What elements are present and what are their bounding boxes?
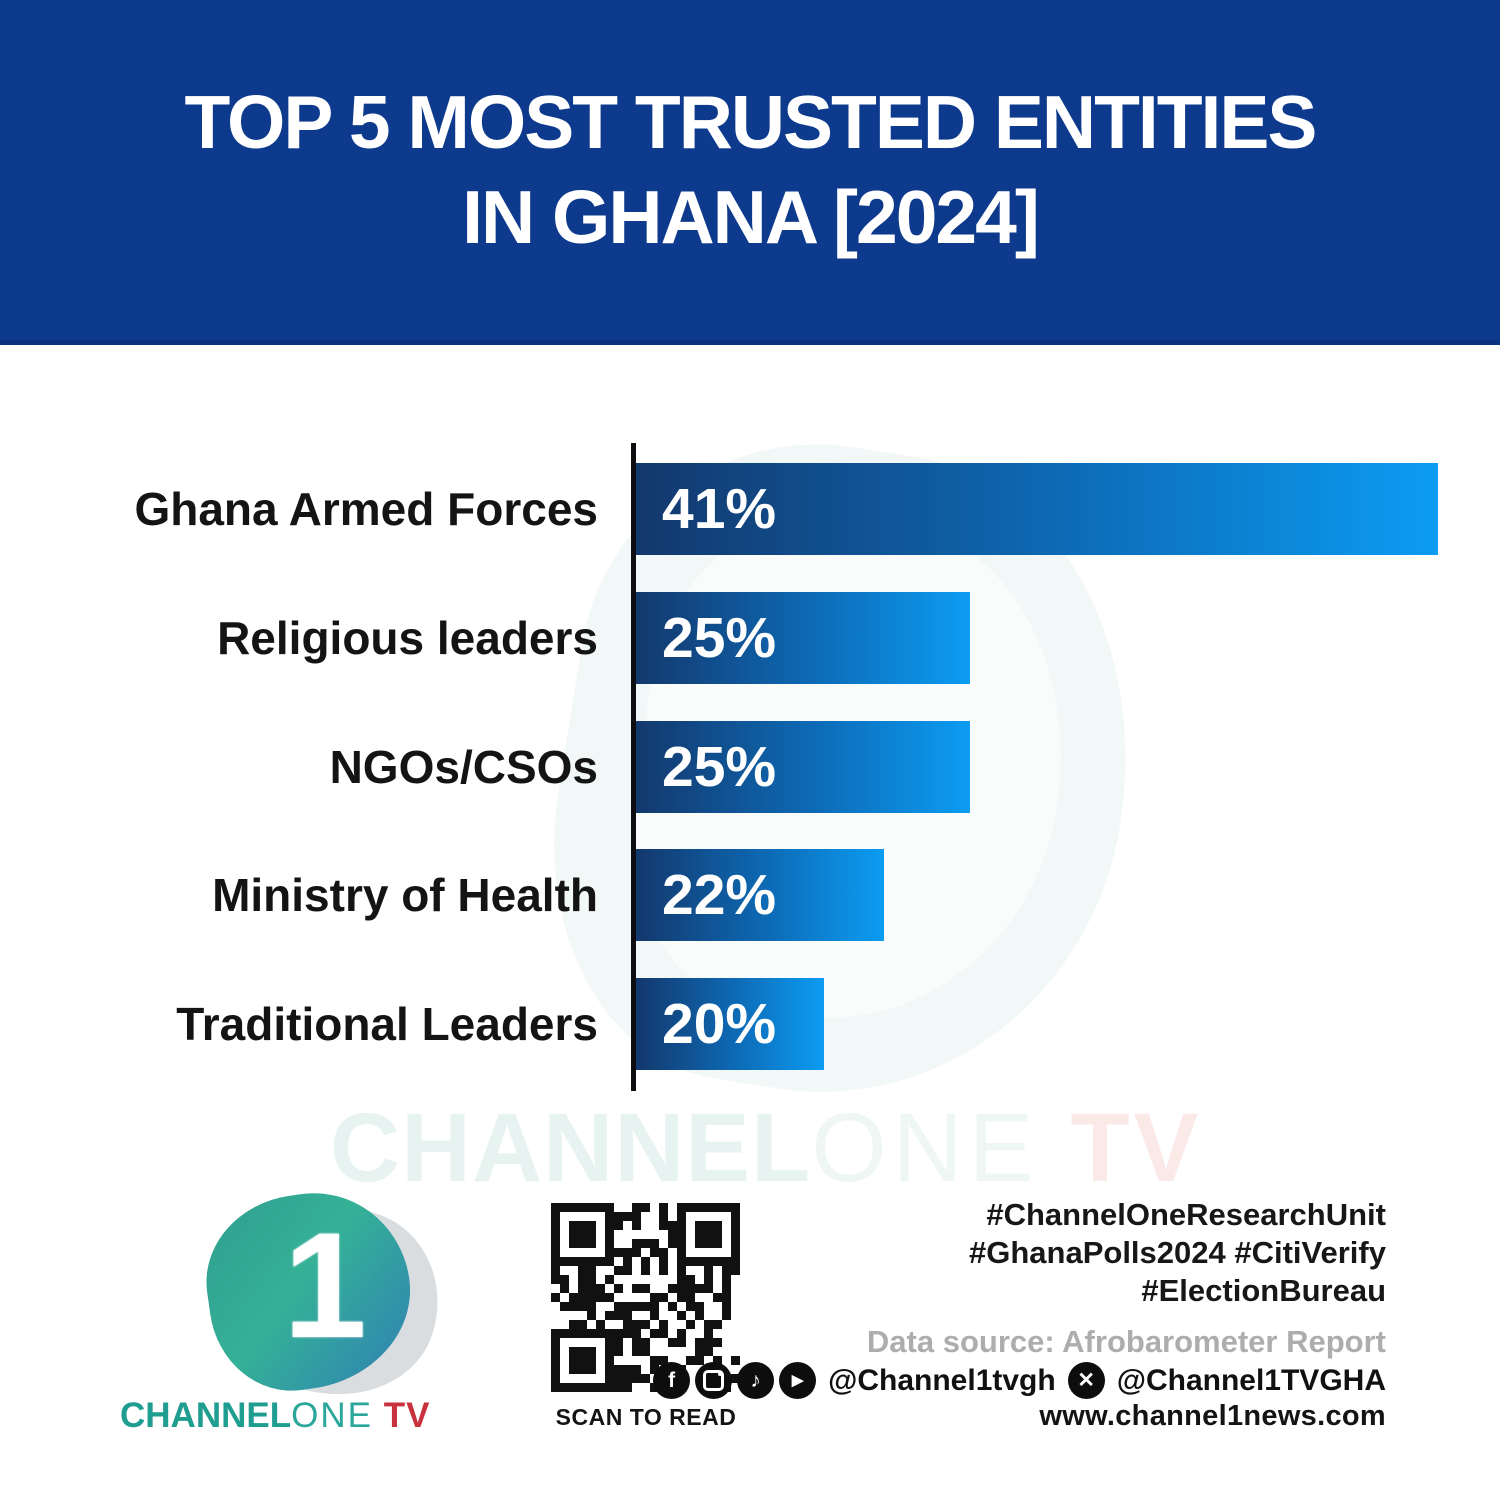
youtube-icon: ▶ [779, 1362, 817, 1399]
social-handle-main: @Channel1tvgh [828, 1363, 1056, 1397]
category-label: NGOs/CSOs [329, 741, 598, 793]
hashtags-block: #ChannelOneResearchUnit #GhanaPolls2024 … [969, 1196, 1386, 1309]
bar: 22% [636, 849, 884, 941]
social-icon-group: f ♪ ▶ [653, 1362, 817, 1399]
brand-watermark-channel: CHANNEL [330, 1093, 812, 1202]
bar-value-label: 25% [662, 606, 777, 670]
bar: 41% [636, 463, 1438, 555]
logo-wordmark-tv: TV [372, 1396, 431, 1435]
page-title-line1: TOP 5 MOST TRUSTED ENTITIES [184, 79, 1318, 164]
brand-watermark-one: ONE [811, 1093, 1040, 1202]
qr-caption: SCAN TO READ [555, 1404, 737, 1430]
bar-value-label: 41% [662, 477, 777, 541]
social-handle-x: @Channel1TVGHA [1116, 1363, 1386, 1397]
header-banner: TOP 5 MOST TRUSTED ENTITIES IN GHANA [20… [0, 0, 1500, 345]
hashtag-line: #ChannelOneResearchUnit [986, 1197, 1386, 1232]
logo-wordmark-channel: CHANNEL [120, 1396, 292, 1435]
website-url: www.channel1news.com [1039, 1400, 1386, 1432]
bar: 25% [636, 721, 970, 813]
logo-wordmark: CHANNELONE TV [120, 1396, 540, 1436]
category-label: Traditional Leaders [176, 998, 598, 1050]
category-label: Ministry of Health [212, 869, 598, 921]
bar: 20% [636, 978, 824, 1070]
brand-watermark: CHANNELONE TV [330, 1092, 1202, 1204]
facebook-icon: f [653, 1362, 691, 1399]
bar-value-label: 20% [662, 992, 777, 1056]
tiktok-icon: ♪ [737, 1362, 775, 1399]
instagram-icon [695, 1362, 733, 1399]
bar-value-label: 25% [662, 735, 777, 799]
brand-watermark-tv: TV [1039, 1093, 1203, 1202]
y-axis-line [631, 443, 636, 1091]
page-title-line2: IN GHANA [2024] [462, 175, 1040, 259]
logo-wordmark-one: ONE [291, 1396, 373, 1435]
data-source-label: Data source: Afrobarometer Report [866, 1324, 1386, 1359]
category-label: Ghana Armed Forces [134, 483, 598, 535]
social-row: f ♪ ▶ @Channel1tvgh ✕ @Channel1TVGHA [653, 1362, 1386, 1399]
category-label: Religious leaders [217, 612, 598, 664]
logo-numeral: 1 [283, 1201, 367, 1369]
x-icon: ✕ [1067, 1362, 1105, 1399]
hashtag-line: #ElectionBureau [1141, 1272, 1386, 1308]
channel-one-logo: 1 [180, 1179, 470, 1442]
hashtag-line: #GhanaPolls2024 #CitiVerify [969, 1234, 1386, 1270]
bar-value-label: 22% [662, 863, 777, 927]
bar: 25% [636, 592, 970, 684]
